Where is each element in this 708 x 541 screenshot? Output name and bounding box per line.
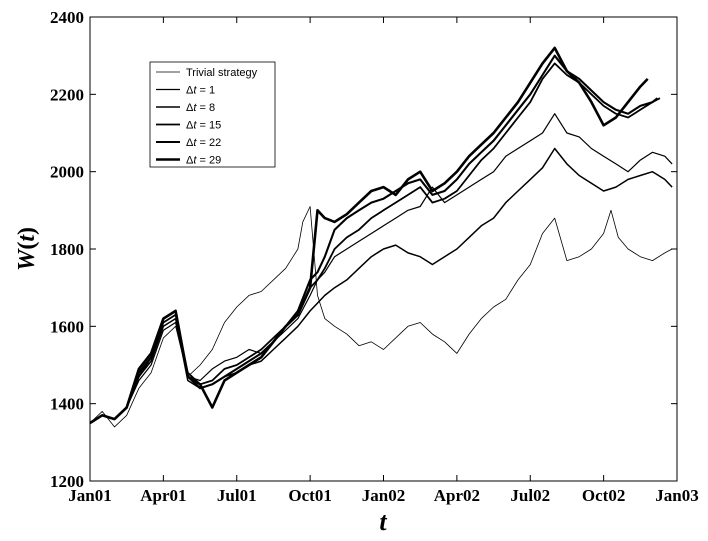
legend-label-1: Δt = 1 (186, 85, 215, 97)
y-axis-title: W(t) (14, 227, 40, 271)
legend-label-2: Δt = 8 (186, 102, 215, 114)
y-tick-label-2400: 2400 (50, 8, 84, 27)
legend-label-3: Δt = 15 (186, 120, 221, 132)
x-tick-label-Jan03: Jan03 (655, 486, 698, 505)
legend-label-5: Δt = 29 (186, 155, 221, 167)
x-tick-label-Apr02: Apr02 (434, 486, 480, 505)
x-tick-label-Apr01: Apr01 (140, 486, 186, 505)
series-line-0 (89, 206, 673, 428)
y-axis-title-open: ( (14, 242, 40, 250)
x-tick-label-Jan01: Jan01 (68, 486, 111, 505)
y-axis-title-var: W (14, 248, 40, 271)
x-tick-label-Oct02: Oct02 (582, 486, 625, 505)
x-tick-label-Jul02: Jul02 (510, 486, 550, 505)
x-tick-label-Jul01: Jul01 (217, 486, 257, 505)
y-tick-label-2200: 2200 (50, 85, 84, 104)
series-line-2 (89, 147, 673, 424)
x-tick-label-Oct01: Oct01 (288, 486, 331, 505)
series-line-5 (89, 46, 649, 425)
y-tick-label-1200: 1200 (50, 472, 84, 491)
y-tick-label-1600: 1600 (50, 317, 84, 336)
legend-label-0: Trivial strategy (186, 67, 258, 79)
y-tick-label-2000: 2000 (50, 163, 84, 182)
legend-items: Trivial strategy Δt = 1 Δt = 8 Δt = 15 Δt = … (156, 67, 258, 167)
series-layer (89, 46, 673, 428)
y-axis-title-t: t (14, 234, 40, 242)
x-axis: Jan01 Apr01 Jul01 Oct01 Jan02 Apr02 Jul02 Oct02… (68, 17, 699, 505)
x-tick-label-Jan02: Jan02 (362, 486, 405, 505)
y-axis: 1200 1400 1600 1800 2000 2200 2400 (50, 8, 677, 491)
legend-box (149, 61, 276, 168)
y-axis-title-close: ) (14, 227, 40, 235)
legend: Trivial strategy Δt = 1 Δt = 8 Δt = 15 Δt = … (149, 61, 276, 168)
legend-label-4: Δt = 22 (186, 137, 221, 149)
y-tick-label-1400: 1400 (50, 395, 84, 414)
y-tick-label-1800: 1800 (50, 240, 84, 259)
x-axis-title: t (379, 507, 387, 536)
